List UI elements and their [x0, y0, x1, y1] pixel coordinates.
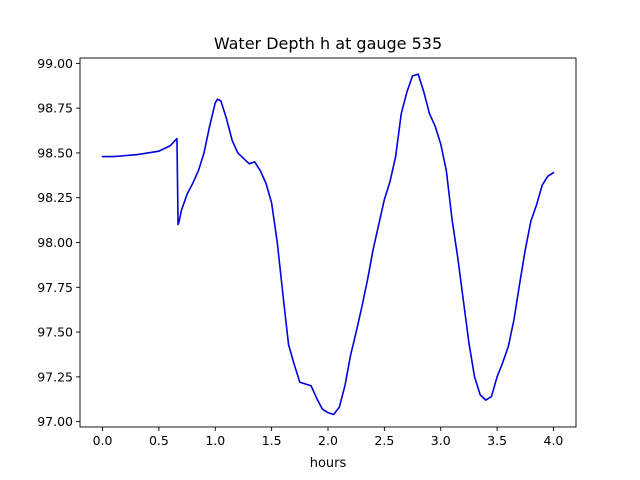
- x-tick-label: 0.5: [149, 433, 169, 448]
- y-tick-label: 97.25: [37, 369, 73, 384]
- y-tick-label: 97.00: [37, 414, 73, 429]
- y-tick-label: 98.25: [37, 190, 73, 205]
- plot-frame: [79, 57, 577, 428]
- x-tick-label: 1.0: [205, 433, 225, 448]
- x-tick-label: 1.5: [262, 433, 282, 448]
- x-tick-label: 2.5: [374, 433, 394, 448]
- series-line-0: [101, 73, 555, 416]
- y-tick-label: 98.00: [37, 235, 73, 250]
- y-tick-label: 97.50: [37, 325, 73, 340]
- x-tick-label: 0.0: [93, 433, 113, 448]
- chart-title: Water Depth h at gauge 535: [214, 34, 442, 53]
- x-tick-label: 3.5: [487, 433, 507, 448]
- x-tick-label: 4.0: [544, 433, 564, 448]
- y-tick-label: 98.50: [37, 145, 73, 160]
- x-tick-label: 3.0: [431, 433, 451, 448]
- x-axis-label: hours: [310, 456, 347, 471]
- x-tick-label: 2.0: [318, 433, 338, 448]
- y-tick-label: 99.00: [37, 56, 73, 71]
- plot-area: 0.0 0.5 1.0 1.5 2.0 2.5 3.0 3.5 4.0 97.00 97.25 97.…: [37, 56, 577, 448]
- y-tick-label: 98.75: [37, 101, 73, 116]
- y-tick-label: 97.75: [37, 280, 73, 295]
